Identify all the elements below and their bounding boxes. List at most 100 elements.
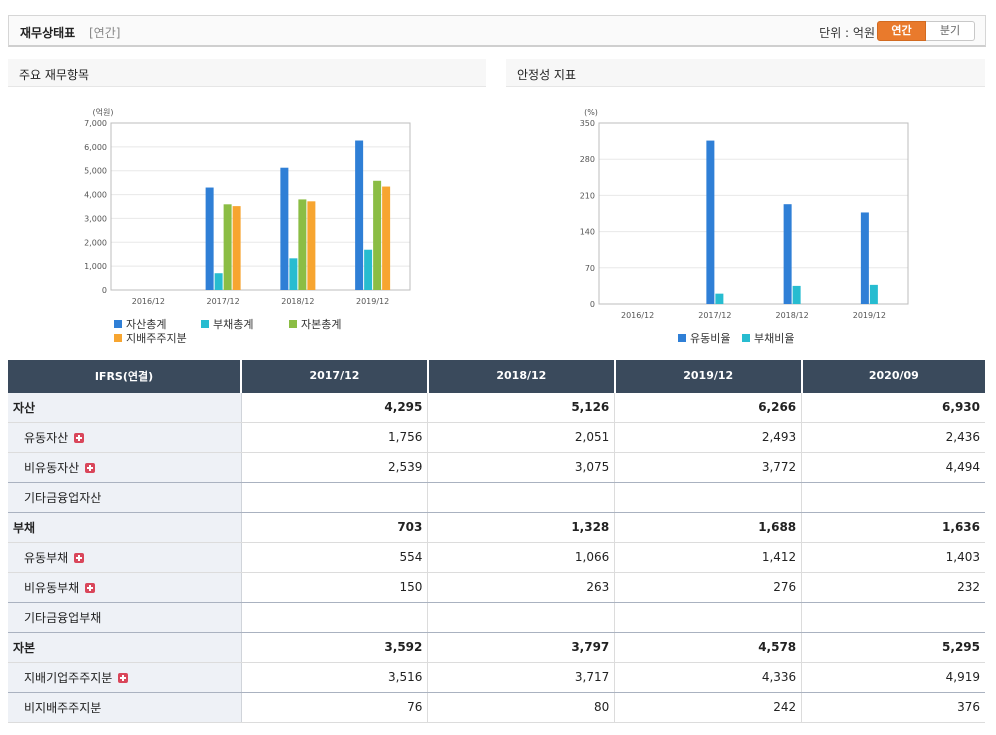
expand-plus-icon[interactable] bbox=[118, 672, 129, 683]
y-axis-label: (%) bbox=[584, 108, 598, 117]
y-tick-label: 1,000 bbox=[84, 262, 107, 271]
bar-부채총계[interactable] bbox=[214, 273, 223, 290]
value-cell: 232 bbox=[801, 572, 985, 603]
y-tick-label: 0 bbox=[102, 286, 107, 295]
bar-부채비율[interactable] bbox=[715, 293, 724, 304]
row-label-cell[interactable]: 비유동부채 bbox=[8, 572, 242, 603]
value-cell: 6,930 bbox=[801, 392, 985, 423]
value-cell: 3,592 bbox=[241, 632, 429, 663]
value-cell: 263 bbox=[427, 572, 616, 603]
value-cell: 242 bbox=[614, 692, 803, 723]
value-cell: 6,266 bbox=[614, 392, 803, 423]
period-toggle: 연간 분기 bbox=[877, 21, 975, 41]
row-label-cell[interactable]: 유동부채 bbox=[8, 542, 242, 573]
legend-swatch bbox=[742, 334, 750, 342]
expand-plus-icon[interactable] bbox=[74, 552, 85, 563]
row-label-cell[interactable]: 지배기업주주지분 bbox=[8, 662, 242, 693]
value-cell: 1,688 bbox=[614, 512, 803, 543]
legend-label: 자본총계 bbox=[301, 318, 341, 331]
bar-자산총계[interactable] bbox=[355, 140, 364, 290]
row-label-cell[interactable]: 비유동자산 bbox=[8, 452, 242, 483]
table-header-label: IFRS(연결) bbox=[8, 360, 242, 392]
bar-지배주주지분[interactable] bbox=[307, 201, 316, 290]
row-label: 비유동부채 bbox=[24, 580, 80, 595]
y-tick-label: 0 bbox=[590, 300, 595, 309]
x-tick-label: 2017/12 bbox=[698, 311, 731, 320]
bar-부채총계[interactable] bbox=[289, 258, 298, 290]
value-cell: 3,717 bbox=[427, 662, 616, 693]
bar-지배주주지분[interactable] bbox=[382, 186, 391, 290]
table-row: 기타금융업부채 bbox=[8, 602, 985, 633]
y-tick-label: 3,000 bbox=[84, 214, 107, 223]
y-tick-label: 140 bbox=[580, 228, 595, 237]
value-cell: 1,403 bbox=[801, 542, 985, 573]
legend-swatch bbox=[114, 334, 122, 342]
bar-자산총계[interactable] bbox=[280, 167, 289, 290]
table-row: 지배기업주주지분 3,516 3,717 4,336 4,919 bbox=[8, 662, 985, 693]
financial-items-chart: (억원) 0 1,000 2,000 3,000 4,000 5,000 6,000 7,000… bbox=[84, 107, 411, 345]
value-cell: 2,493 bbox=[614, 422, 803, 453]
value-cell: 4,919 bbox=[801, 662, 985, 693]
legend-label: 부채비율 bbox=[754, 332, 794, 345]
value-cell: 703 bbox=[241, 512, 429, 543]
value-cell: 2,436 bbox=[801, 422, 985, 453]
row-label-cell: 기타금융업부채 bbox=[8, 602, 242, 633]
legend-swatch bbox=[201, 320, 209, 328]
table-row: 비지배주주지분 76 80 242 376 bbox=[8, 692, 985, 723]
legend-swatch bbox=[678, 334, 686, 342]
bar-유동비율[interactable] bbox=[783, 204, 792, 304]
value-cell bbox=[801, 602, 985, 633]
unit-label: 단위 : 억원 bbox=[819, 26, 875, 40]
row-label-cell[interactable]: 유동자산 bbox=[8, 422, 242, 453]
legend-label: 유동비율 bbox=[690, 332, 730, 345]
bar-부채비율[interactable] bbox=[792, 285, 801, 304]
x-tick-label: 2018/12 bbox=[776, 311, 809, 320]
expand-plus-icon[interactable] bbox=[85, 462, 96, 473]
value-cell bbox=[427, 602, 616, 633]
quarterly-toggle-button[interactable]: 분기 bbox=[926, 21, 975, 41]
value-cell: 3,516 bbox=[241, 662, 429, 693]
value-cell: 4,494 bbox=[801, 452, 985, 483]
bar-자산총계[interactable] bbox=[205, 187, 214, 290]
bar-자본총계[interactable] bbox=[298, 199, 307, 290]
y-axis-label: (억원) bbox=[93, 107, 114, 117]
row-label-cell: 자본 bbox=[8, 632, 242, 663]
expand-plus-icon[interactable] bbox=[74, 432, 85, 443]
bar-부채총계[interactable] bbox=[364, 249, 373, 290]
table-header-col: 2017/12 bbox=[241, 360, 429, 392]
bar-자본총계[interactable] bbox=[223, 204, 232, 290]
value-cell: 2,051 bbox=[427, 422, 616, 453]
plot-frame bbox=[598, 122, 909, 305]
row-label: 비유동자산 bbox=[24, 460, 80, 475]
bar-부채비율[interactable] bbox=[869, 284, 878, 304]
table-row: 자본 3,592 3,797 4,578 5,295 bbox=[8, 632, 985, 663]
table-row: 유동자산 1,756 2,051 2,493 2,436 bbox=[8, 422, 985, 453]
y-tick-label: 70 bbox=[585, 264, 595, 273]
value-cell: 76 bbox=[241, 692, 429, 723]
stability-chart: (%) 0 70 140 210 280 350 2016/12 2017/12 2018/12 2… bbox=[580, 108, 909, 345]
annual-toggle-button[interactable]: 연간 bbox=[877, 21, 926, 41]
legend-label: 지배주주지분 bbox=[126, 332, 187, 345]
bar-자본총계[interactable] bbox=[373, 180, 382, 290]
bar-지배주주지분[interactable] bbox=[232, 206, 241, 290]
balance-sheet-table: IFRS(연결) 2017/12 2018/12 2019/12 2020/09… bbox=[8, 360, 985, 723]
y-tick-label: 4,000 bbox=[84, 191, 107, 200]
value-cell: 3,075 bbox=[427, 452, 616, 483]
value-cell bbox=[241, 602, 429, 633]
section-header: 재무상태표 [연간] 단위 : 억원 연간 분기 bbox=[8, 15, 986, 47]
plot-frame bbox=[110, 122, 411, 291]
expand-plus-icon[interactable] bbox=[85, 582, 96, 593]
row-label: 유동부채 bbox=[24, 550, 69, 565]
value-cell bbox=[427, 482, 616, 513]
value-cell bbox=[614, 482, 803, 513]
bar-유동비율[interactable] bbox=[860, 212, 869, 304]
legend-label: 부채총계 bbox=[213, 318, 253, 331]
y-tick-label: 210 bbox=[580, 191, 595, 200]
financial-items-title: 주요 재무항목 bbox=[8, 59, 486, 87]
x-tick-label: 2019/12 bbox=[853, 311, 886, 320]
section-title: 재무상태표 bbox=[20, 26, 76, 40]
value-cell: 5,295 bbox=[801, 632, 985, 663]
legend-swatch bbox=[289, 320, 297, 328]
value-cell bbox=[614, 602, 803, 633]
bar-유동비율[interactable] bbox=[706, 140, 715, 304]
